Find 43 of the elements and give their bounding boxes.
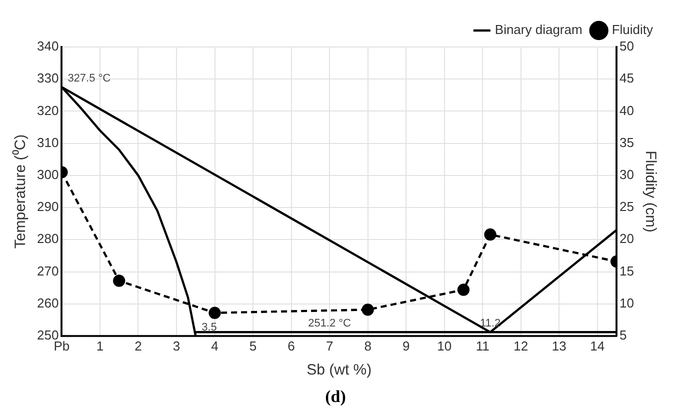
y2-tick-label: 35 [620,134,634,150]
y-tick-label: 310 [36,134,59,150]
y-tick-label: 340 [36,38,59,54]
annotation: 3.5 [202,322,217,334]
y-tick-label: 330 [36,70,59,86]
y2-tick-label: 50 [620,38,634,54]
x-tick-label: 3 [172,338,180,354]
x-tick-label: 14 [590,338,605,354]
x-tick-label: 9 [402,338,410,354]
y-tick-label: 300 [36,167,59,182]
x-tick-label: 8 [364,338,372,354]
x-tick-label: 10 [437,338,452,354]
x-tick-label: 13 [552,338,566,354]
x-tick-label: 7 [326,338,334,354]
legend-label: Binary diagram [494,22,582,38]
y2-tick-label: 20 [620,231,634,246]
y2-tick-label: 10 [620,295,634,310]
x-tick-label: 12 [514,338,528,354]
legend-label: Fluidity [612,22,654,38]
x-tick-label: 5 [249,338,257,354]
y2-tick-label: 30 [620,167,634,182]
y-tick-label: 320 [36,102,59,118]
x-axis-title: Sb (wt %) [306,362,372,379]
y2-axis-title: Fluidity (cm) [642,150,659,232]
y-tick-label: 260 [36,295,59,310]
x-tick-label: 1 [96,338,104,354]
y-tick-label: 270 [36,263,59,278]
y2-tick-label: 25 [620,199,634,214]
y-tick-label: 280 [36,231,59,246]
y2-tick-label: 40 [620,102,634,118]
x-tick-label: 4 [211,338,218,354]
y2-tick-label: 15 [620,263,634,278]
annotation: 251.2 °C [308,318,352,330]
y-axis-title: Temperature (⁰C) [12,134,30,249]
y2-tick-label: 45 [620,70,634,86]
x-tick-label: 11 [476,338,490,354]
y2-tick-label: 5 [620,328,627,343]
x-tick-label: 2 [134,338,142,354]
text: (d) [325,387,346,406]
y-tick-label: 290 [36,199,59,214]
annotation: 327.5 °C [68,72,111,85]
annotation: 11.2 [480,318,501,330]
x-tick-label: 6 [288,338,295,354]
